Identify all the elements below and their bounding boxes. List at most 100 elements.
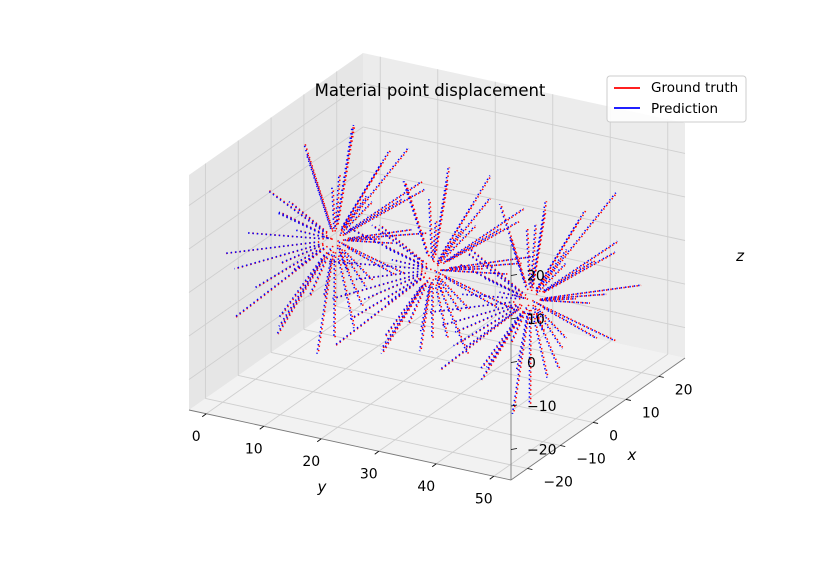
displacement-segment bbox=[372, 224, 423, 262]
displacement-segment bbox=[443, 274, 520, 312]
displacement-segment bbox=[309, 245, 334, 298]
displacement-segment bbox=[341, 243, 404, 274]
floor-pane bbox=[189, 288, 685, 480]
grid-line-z bbox=[188, 126, 364, 250]
displacement-segment bbox=[539, 299, 589, 304]
displacement-segment bbox=[526, 228, 532, 288]
displacement-segment bbox=[434, 275, 445, 295]
displacement-segment bbox=[421, 283, 432, 332]
displacement-segment bbox=[331, 187, 335, 232]
displacement-segment bbox=[436, 275, 469, 310]
grid-line-z bbox=[362, 257, 686, 328]
y-tick-mark bbox=[202, 413, 207, 418]
z-axis-label: z bbox=[735, 247, 745, 265]
displacement-segment bbox=[255, 248, 322, 289]
y-axis-line bbox=[188, 409, 512, 481]
displacement-segment bbox=[385, 275, 424, 304]
displacement-segment bbox=[277, 257, 326, 335]
displacement-segment bbox=[333, 276, 424, 347]
displacement-segment bbox=[448, 220, 521, 262]
grid-line-y bbox=[435, 341, 611, 465]
grid-line-z bbox=[362, 83, 686, 154]
displacement-segment bbox=[510, 304, 529, 343]
y-tick-mark bbox=[259, 425, 264, 430]
displacement-segment bbox=[439, 198, 492, 262]
displacement-segment bbox=[380, 283, 425, 350]
axis-labels: x y z bbox=[317, 247, 746, 496]
displacement-segment bbox=[435, 284, 450, 339]
displacement-segment bbox=[342, 149, 392, 228]
displacement-segment bbox=[248, 232, 324, 240]
displacement-segment bbox=[406, 277, 430, 325]
displacement-segment bbox=[450, 262, 522, 270]
displacement-segment bbox=[428, 301, 515, 314]
displacement-segment bbox=[306, 153, 334, 232]
displacement-segment bbox=[276, 257, 325, 335]
displacement-segment bbox=[539, 298, 576, 301]
grid-line-x bbox=[238, 375, 561, 446]
displacement-segment bbox=[542, 251, 616, 294]
displacement-segment bbox=[431, 219, 437, 263]
displacement-segment bbox=[420, 282, 433, 352]
chart-title: Material point displacement bbox=[315, 81, 546, 100]
displacement-segment bbox=[510, 238, 529, 291]
displacement-segment bbox=[480, 310, 523, 369]
displacement-segment bbox=[254, 248, 321, 289]
displacement-segment bbox=[440, 303, 515, 327]
displacement-segment bbox=[343, 148, 409, 229]
x-tick-mark bbox=[592, 422, 599, 424]
displacement-segment bbox=[437, 275, 471, 310]
y-tick-label: 40 bbox=[417, 479, 435, 495]
displacement-segment bbox=[512, 293, 528, 301]
displacement-segment bbox=[448, 255, 534, 269]
displacement-segment bbox=[434, 181, 449, 256]
z-tick-mark bbox=[510, 274, 518, 276]
displacement-segment bbox=[467, 253, 519, 292]
displacement-segment bbox=[534, 209, 586, 292]
x-axis-label: x bbox=[627, 446, 637, 464]
displacement-segment bbox=[542, 240, 619, 293]
displacement-segment bbox=[414, 263, 431, 271]
z-tick-label: −10 bbox=[527, 399, 557, 415]
displacement-segment bbox=[534, 313, 560, 370]
displacement-segment bbox=[499, 291, 525, 299]
displacement-segment bbox=[247, 232, 323, 240]
displacement-segment bbox=[332, 187, 336, 232]
displacement-segment bbox=[535, 262, 568, 296]
displacement-segment bbox=[436, 276, 461, 313]
displacement-segment bbox=[288, 200, 327, 233]
y-tick-mark bbox=[489, 475, 494, 480]
z-tick-label: 10 bbox=[527, 312, 545, 328]
series-prediction bbox=[224, 124, 641, 415]
displacement-segment bbox=[295, 229, 331, 240]
displacement-segment bbox=[537, 303, 615, 342]
displacement-segment bbox=[340, 195, 369, 232]
y-tick-label: 50 bbox=[475, 491, 493, 507]
displacement-segment bbox=[481, 311, 525, 381]
displacement-segment bbox=[436, 175, 491, 262]
displacement-segment bbox=[542, 306, 598, 339]
displacement-segment bbox=[385, 246, 426, 268]
displacement-segment bbox=[434, 269, 445, 277]
grid-line-x bbox=[205, 398, 528, 469]
displacement-segment bbox=[338, 245, 367, 287]
displacement-segment bbox=[384, 284, 424, 338]
displacement-segment bbox=[341, 198, 402, 237]
displacement-segment bbox=[436, 224, 478, 267]
legend: Ground truth Prediction bbox=[606, 75, 747, 123]
displacement-segment bbox=[428, 199, 433, 261]
displacement-segment bbox=[317, 258, 334, 354]
displacement-segment bbox=[469, 248, 526, 297]
displacement-segment bbox=[511, 309, 530, 415]
displacement-segment bbox=[346, 226, 422, 265]
y-tick-label: 20 bbox=[302, 454, 320, 470]
x-tick-mark bbox=[560, 445, 566, 447]
x-tick-mark bbox=[527, 468, 533, 470]
legend-label-ground-truth: Ground truth bbox=[651, 80, 738, 96]
displacement-segment bbox=[324, 251, 335, 297]
z-tick-mark bbox=[510, 404, 518, 407]
grid-line-x bbox=[270, 352, 594, 423]
displacement-segment bbox=[346, 239, 395, 244]
displacement-segment bbox=[339, 251, 364, 307]
